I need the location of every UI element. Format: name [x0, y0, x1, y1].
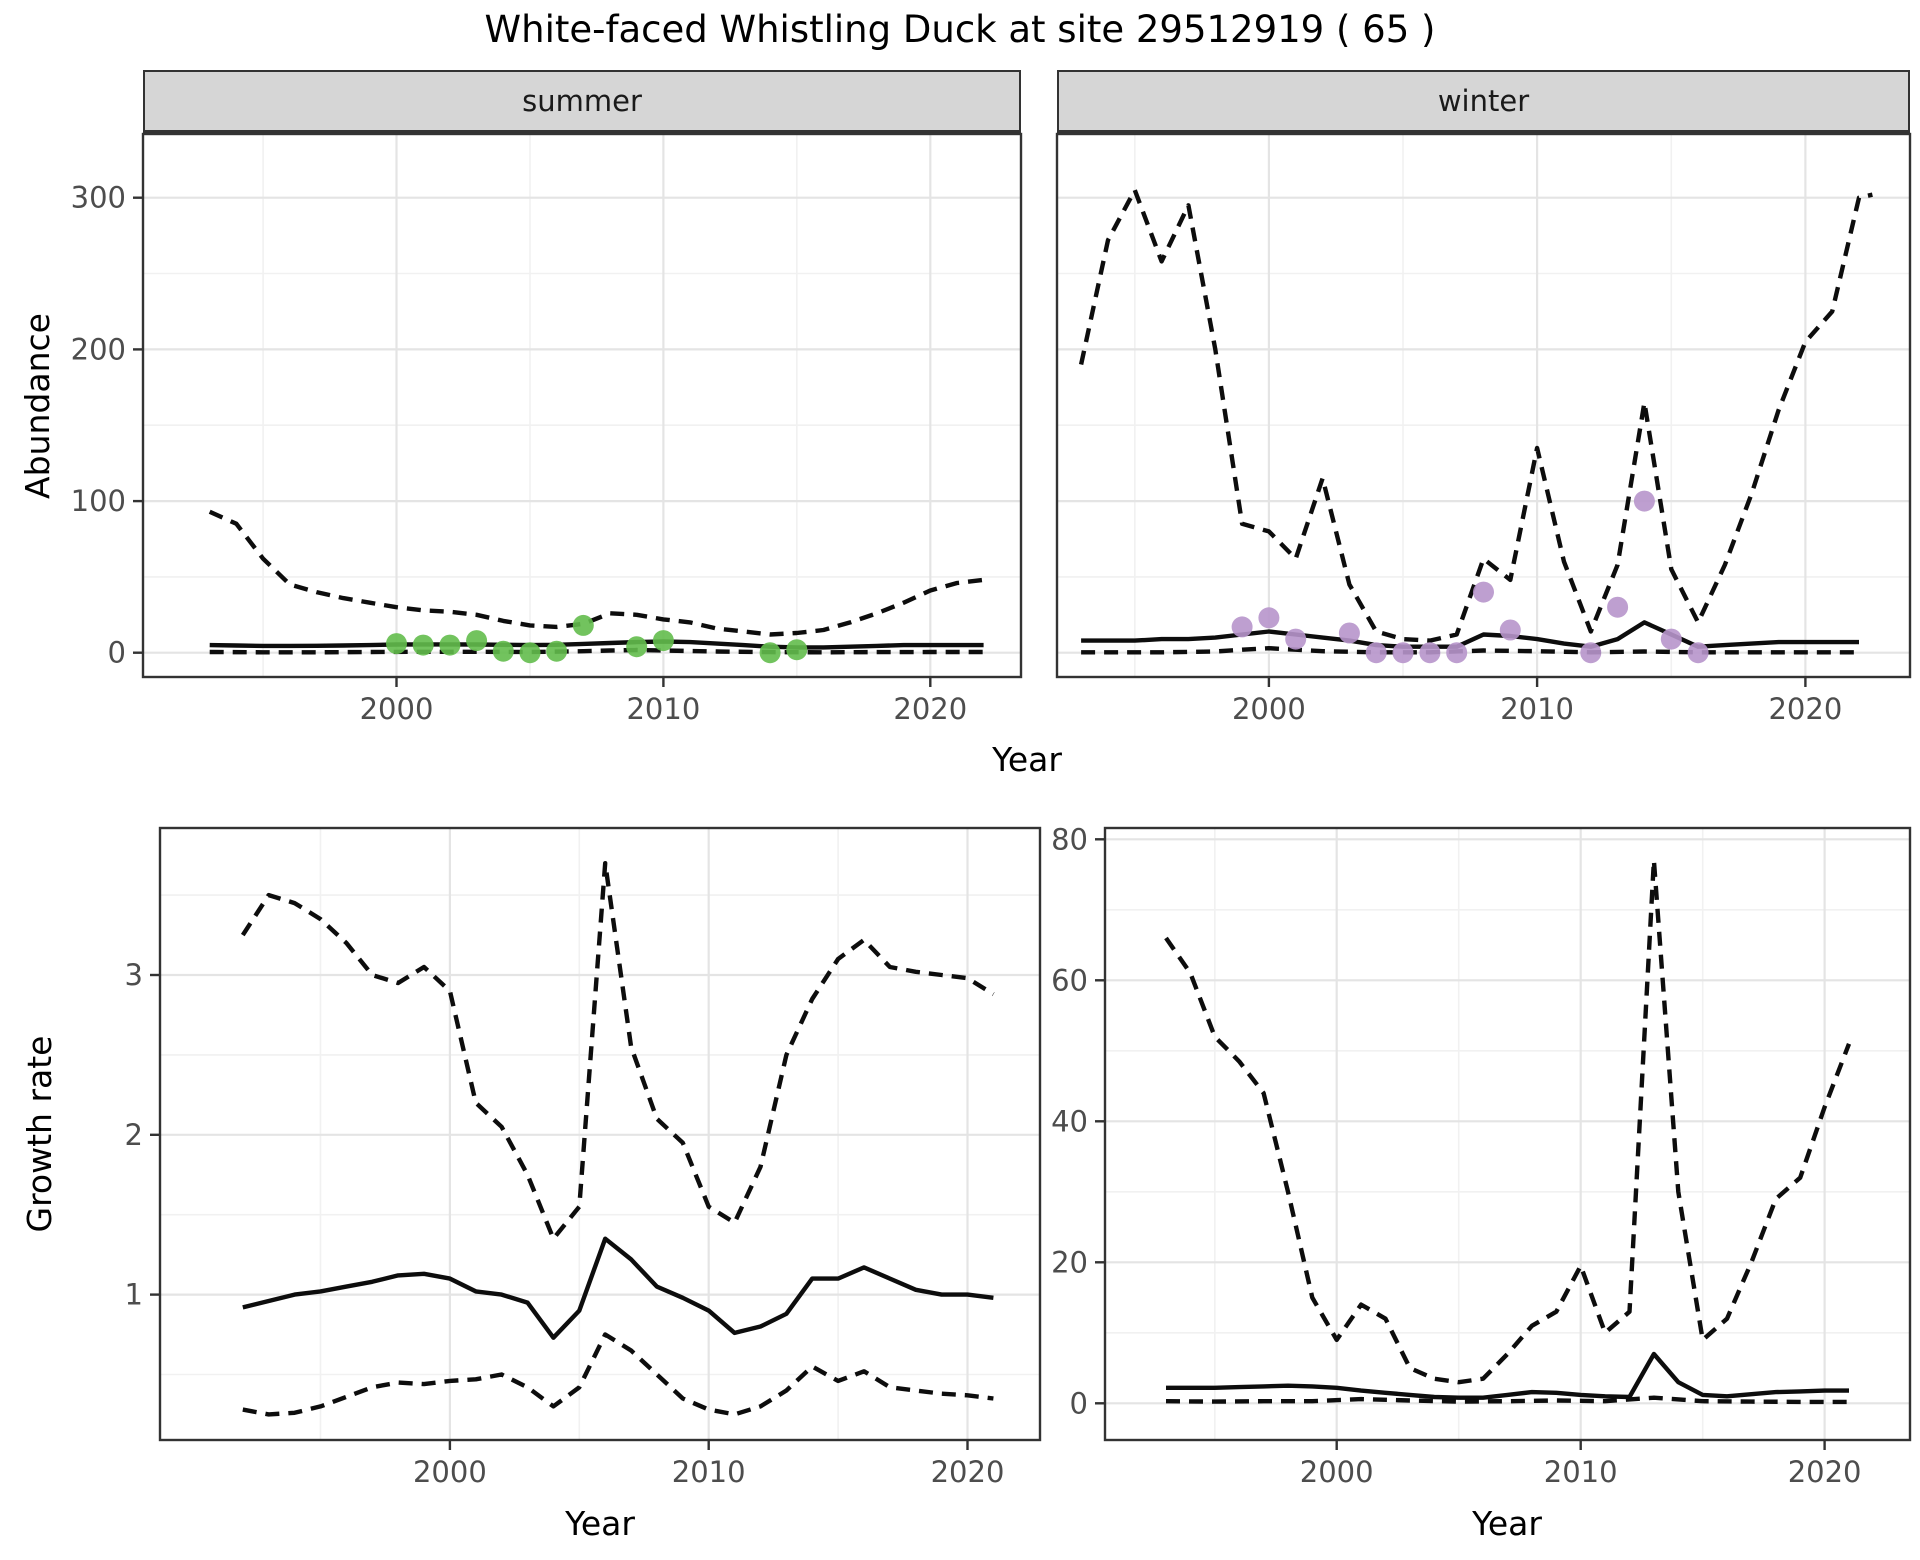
panel-background [143, 134, 1021, 677]
x-tick-label: 2020 [1788, 1455, 1862, 1489]
facet-strip-summer-label: summer [522, 84, 642, 118]
x-tick-label: 2020 [893, 692, 967, 726]
winter-abundance-observed-counts-point [1473, 581, 1494, 603]
y-tick-label: 200 [71, 332, 126, 366]
x-tick-label: 2010 [1544, 1455, 1618, 1489]
x-tick-label: 2020 [1768, 692, 1842, 726]
y-tick-label: 20 [1051, 1245, 1088, 1279]
summer-abundance-observed-counts-point [519, 642, 541, 664]
panel-border [141, 132, 1023, 679]
summer-abundance-observed-counts-point [652, 630, 674, 652]
chart-title: White-faced Whistling Duck at site 29512… [484, 8, 1436, 51]
winter-abundance-observed-counts-point [1499, 619, 1521, 641]
winter-abundance-observed-counts-point [1580, 642, 1602, 664]
y-tick-label: 40 [1051, 1104, 1088, 1138]
summer-abundance-fitted-line [209, 639, 984, 650]
summer-abundance-lower-95ci-line [209, 647, 984, 655]
y-tick-label: 100 [71, 484, 126, 518]
y-tick-label: 300 [71, 181, 126, 215]
winter-abundance-observed-counts-point [1285, 628, 1307, 650]
summer-abundance-observed-counts-point [466, 630, 488, 652]
ws-ratio-fitted-line [1166, 1351, 1849, 1400]
summer-abundance-observed-counts-point [412, 634, 434, 656]
x-tick-label: 2000 [1300, 1455, 1374, 1489]
x-tick-label: 2010 [1500, 692, 1574, 726]
summer-abundance-observed-counts-point [492, 640, 514, 662]
panel-winter-abundance: 2000 2010 2020 [1055, 132, 1912, 726]
winter-abundance-fitted-line [1081, 620, 1859, 649]
winter-abundance-observed-counts-point [1258, 607, 1280, 629]
winter-abundance-observed-counts-point [1633, 490, 1655, 512]
y-tick-label: 2 [125, 1118, 143, 1152]
y-tick-label: 3 [125, 958, 143, 992]
winter-abundance-observed-counts-point [1338, 622, 1360, 644]
x-tick-label: 2010 [626, 692, 700, 726]
x-tick-label: 2000 [360, 692, 434, 726]
panel-border [1103, 826, 1912, 1442]
x-tick-label: 2000 [1232, 692, 1306, 726]
winter-abundance-observed-counts-point [1365, 642, 1387, 664]
panel-growth-rate: 2000 2010 2020 1 2 3 [125, 826, 1042, 1489]
facet-strip-winter: winter [1057, 70, 1910, 134]
x-tick-label: 2000 [413, 1455, 487, 1489]
x-tick-label: 2020 [931, 1455, 1005, 1489]
x-axis-title-growth: Year [565, 1504, 635, 1543]
summer-abundance-observed-counts-point [546, 640, 568, 662]
winter-abundance-observed-counts-point [1687, 642, 1709, 664]
ws-ratio-upper-95ci-line [1164, 858, 1852, 1385]
facet-strip-winter-label: winter [1437, 84, 1530, 118]
x-axis-title-top: Year [992, 740, 1062, 779]
winter-abundance-upper-95ci-line [1078, 187, 1873, 643]
summer-abundance-observed-counts-point [572, 614, 594, 636]
panel-summer-abundance: 2000 2010 2020 0 100 200 300 [71, 132, 1023, 726]
winter-abundance-observed-counts-point [1607, 596, 1629, 618]
y-tick-label: 0 [108, 636, 126, 670]
winter-abundance-observed-counts-point [1231, 616, 1253, 638]
y-tick-label: 60 [1051, 963, 1088, 997]
growth-rate-upper-95ci-line [240, 861, 995, 1241]
summer-abundance-upper-95ci-line [208, 509, 984, 637]
x-tick-label: 2010 [672, 1455, 746, 1489]
x-axis-title-ws: Year [1472, 1504, 1542, 1543]
summer-abundance-observed-counts-point [759, 642, 781, 664]
winter-abundance-observed-counts-point [1660, 628, 1682, 650]
summer-abundance-observed-counts-point [626, 636, 648, 658]
panel-background [1105, 828, 1910, 1440]
panel-border [1055, 132, 1912, 679]
summer-abundance-observed-counts-point [786, 639, 808, 661]
winter-abundance-observed-counts-point [1419, 642, 1441, 664]
facet-strip-summer: summer [143, 70, 1021, 134]
summer-abundance-observed-counts-point [386, 633, 407, 655]
winter-abundance-observed-counts-point [1446, 642, 1468, 664]
winter-abundance-observed-counts-point [1392, 642, 1414, 664]
y-tick-label: 1 [125, 1278, 143, 1312]
summer-abundance-observed-counts-point [439, 634, 461, 656]
y-tick-label: 80 [1051, 822, 1088, 856]
growth-rate-fitted-line [242, 1236, 994, 1340]
y-tick-label: 0 [1070, 1386, 1088, 1420]
panel-ws-ratio: 2000 2010 2020 0 20 40 60 80 [1051, 822, 1912, 1489]
